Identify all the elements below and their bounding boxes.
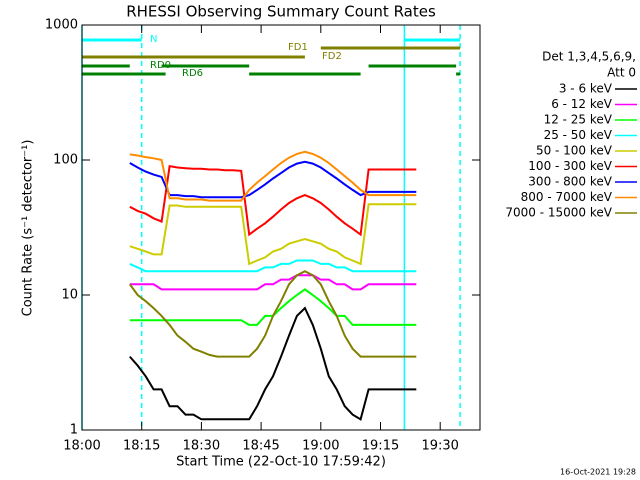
- chart-title: RHESSI Observing Summary Count Rates: [126, 3, 436, 21]
- legend-label: 50 - 100 keV: [536, 144, 613, 158]
- legend-label: 7000 - 15000 keV: [505, 206, 612, 220]
- y-axis-label: Count Rate (s⁻¹ detector⁻¹): [21, 140, 36, 317]
- y-tick-label: 10: [61, 288, 78, 303]
- y-tick-label: 100: [53, 153, 78, 168]
- flag-label: FD2: [322, 51, 342, 62]
- flag-label: RD6: [182, 68, 203, 79]
- timestamp: 16-Oct-2021 19:28: [560, 468, 636, 477]
- legend-label: 800 - 7000 keV: [521, 190, 613, 204]
- plot-frame: [81, 24, 481, 431]
- series-line: [129, 165, 417, 237]
- legend-label: 300 - 800 keV: [528, 175, 612, 189]
- x-tick-label: 18:00: [63, 439, 100, 454]
- legend-label: 12 - 25 keV: [544, 113, 613, 127]
- legend-label: 100 - 300 keV: [528, 159, 612, 173]
- series-line: [129, 203, 417, 266]
- series-line: [128, 270, 417, 358]
- y-tick-label: 1000: [45, 18, 78, 33]
- x-tick-label: 19:00: [302, 439, 339, 454]
- series-line: [129, 160, 417, 199]
- legend-title: Att 0: [607, 66, 636, 80]
- x-tick-label: 19:15: [362, 439, 399, 454]
- y-tick-label: 1: [70, 423, 78, 438]
- series-line: [129, 306, 417, 421]
- series-line: [129, 259, 417, 273]
- x-tick-label: 19:30: [421, 439, 458, 454]
- x-tick-label: 18:45: [242, 439, 279, 454]
- x-axis-label: Start Time (22-Oct-10 17:59:42): [176, 455, 386, 470]
- flag-label: FD1: [288, 42, 308, 53]
- series-line: [129, 150, 417, 202]
- series-line: [129, 274, 417, 291]
- legend-label: 25 - 50 keV: [544, 128, 613, 142]
- legend-label: 3 - 6 keV: [559, 82, 613, 96]
- flag-label: RD0: [150, 60, 171, 71]
- legend-title: Det 1,3,4,5,6,9,: [542, 50, 636, 64]
- x-tick-label: 18:30: [183, 439, 220, 454]
- flag-label: N: [150, 34, 157, 45]
- legend-label: 6 - 12 keV: [551, 97, 613, 111]
- x-tick-label: 18:15: [123, 439, 160, 454]
